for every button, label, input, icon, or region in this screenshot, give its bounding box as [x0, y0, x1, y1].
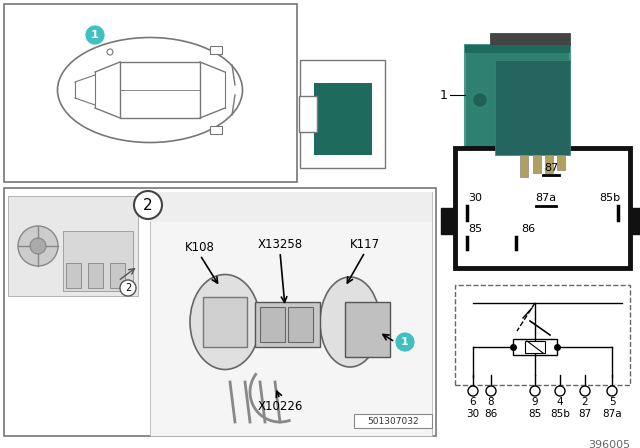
Bar [441, 208, 455, 234]
Text: 5: 5 [609, 397, 615, 407]
Circle shape [30, 238, 46, 254]
Bar [455, 148, 630, 268]
Bar [495, 60, 570, 155]
Text: 6: 6 [470, 397, 476, 407]
Bar [300, 60, 385, 168]
Circle shape [607, 386, 617, 396]
Bar [255, 302, 320, 347]
Bar [210, 126, 222, 134]
Text: X10226: X10226 [257, 401, 303, 414]
Text: 30: 30 [468, 193, 482, 202]
Ellipse shape [58, 38, 243, 142]
Bar [8, 196, 138, 296]
Bar [260, 307, 285, 342]
Bar [110, 263, 125, 288]
Text: 86: 86 [484, 409, 498, 419]
Bar [545, 155, 553, 173]
Bar [4, 4, 297, 182]
Text: 85b: 85b [550, 409, 570, 419]
Text: 2: 2 [125, 283, 131, 293]
Text: K108: K108 [185, 241, 215, 254]
Text: 501307032: 501307032 [367, 417, 419, 426]
Text: 85: 85 [529, 409, 541, 419]
Bar [354, 414, 432, 428]
Text: 8: 8 [488, 397, 494, 407]
Text: 2: 2 [582, 397, 588, 407]
Bar [150, 192, 432, 436]
Circle shape [474, 94, 486, 106]
Circle shape [395, 332, 415, 352]
Bar [525, 341, 545, 353]
Circle shape [555, 386, 565, 396]
Text: 396005: 396005 [588, 440, 630, 448]
Bar [288, 307, 313, 342]
Circle shape [580, 386, 590, 396]
Bar [455, 285, 630, 385]
Bar [345, 302, 390, 357]
Text: 87: 87 [544, 163, 558, 173]
Circle shape [85, 25, 105, 45]
Bar [465, 45, 570, 155]
Circle shape [468, 386, 478, 396]
Bar [4, 188, 436, 436]
Bar [299, 96, 317, 132]
Bar [63, 231, 133, 291]
Text: 1: 1 [401, 337, 409, 347]
Bar [66, 263, 81, 288]
Bar [520, 155, 528, 177]
Bar [630, 208, 640, 234]
Text: 85b: 85b [600, 193, 621, 202]
Circle shape [107, 49, 113, 55]
Ellipse shape [190, 275, 260, 370]
Text: 1: 1 [440, 89, 448, 102]
Text: 4: 4 [557, 397, 563, 407]
Circle shape [530, 386, 540, 396]
Circle shape [486, 386, 496, 396]
Circle shape [134, 191, 162, 219]
Text: 30: 30 [467, 409, 479, 419]
Bar [314, 83, 372, 155]
Bar [465, 45, 570, 53]
Ellipse shape [320, 277, 380, 367]
Bar [150, 192, 432, 222]
Text: 87a: 87a [602, 409, 622, 419]
Bar [210, 46, 222, 54]
Circle shape [18, 226, 58, 266]
Bar [533, 155, 541, 173]
Text: 85: 85 [468, 224, 482, 234]
Text: 86: 86 [522, 224, 536, 234]
Text: X13258: X13258 [257, 237, 303, 250]
Text: 87a: 87a [536, 193, 557, 202]
Text: 2: 2 [143, 198, 153, 212]
Bar [557, 155, 565, 170]
Text: 9: 9 [532, 397, 538, 407]
Text: 1: 1 [91, 30, 99, 40]
Bar [490, 33, 570, 45]
Circle shape [120, 280, 136, 296]
Bar [203, 297, 247, 347]
Text: K117: K117 [350, 237, 380, 250]
Bar [88, 263, 103, 288]
Bar [513, 339, 557, 355]
Text: 87: 87 [579, 409, 591, 419]
